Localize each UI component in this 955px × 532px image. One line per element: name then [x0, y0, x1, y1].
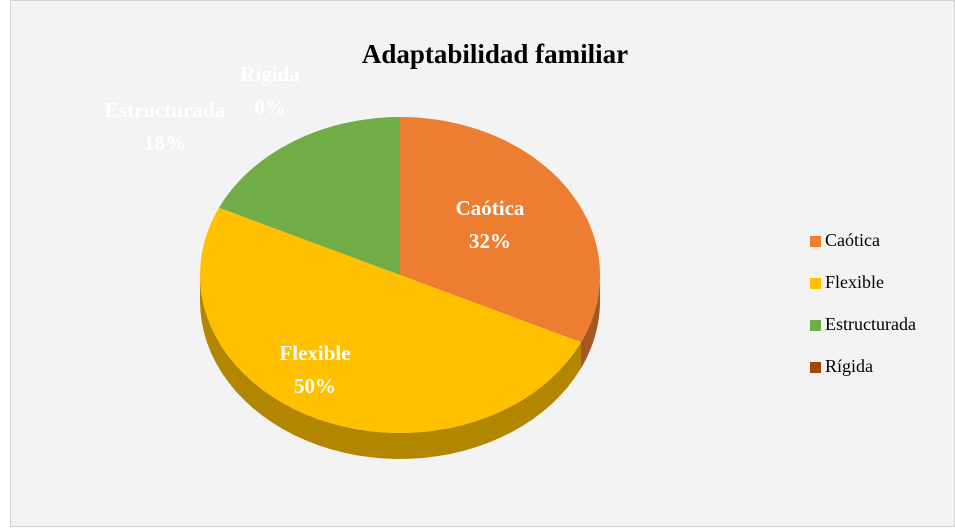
legend-swatch: [810, 362, 821, 373]
data-label-value: 32%: [469, 229, 511, 253]
data-label-value: 18%: [144, 131, 186, 155]
data-label-value: 50%: [294, 374, 336, 398]
legend-swatch: [810, 236, 821, 247]
data-label-name: Flexible: [279, 341, 350, 365]
pie-slice: [200, 207, 581, 433]
pie-slice: [219, 117, 400, 275]
pie-side: [580, 275, 600, 369]
pie-slice: [400, 117, 600, 343]
legend-label: Rígida: [825, 356, 873, 376]
data-label-name: Estructurada: [105, 98, 226, 122]
chart-title: Adaptabilidad familiar: [362, 39, 628, 69]
legend-label: Estructurada: [825, 314, 916, 334]
pie-side: [200, 275, 581, 459]
legend-swatch: [810, 320, 821, 331]
data-label-value: 0%: [254, 95, 286, 119]
data-label-name: Caótica: [456, 196, 525, 220]
data-label-name: Rígida: [240, 62, 300, 86]
legend-label: Caótica: [825, 230, 880, 250]
legend-swatch: [810, 278, 821, 289]
legend-label: Flexible: [825, 272, 884, 292]
